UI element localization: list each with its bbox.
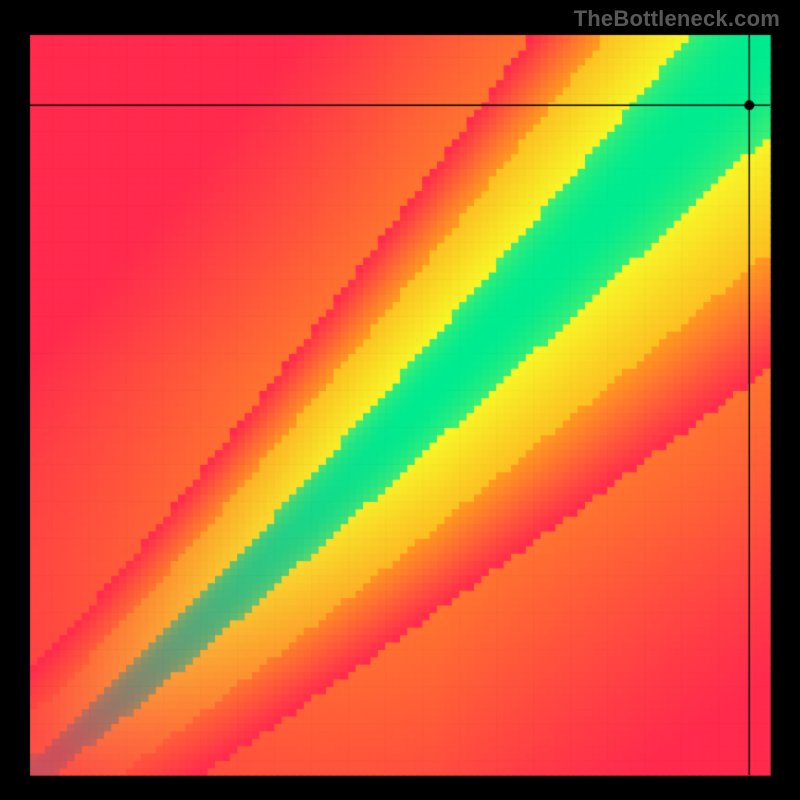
- watermark-text: TheBottleneck.com: [574, 6, 780, 32]
- chart-container: { "watermark": { "text": "TheBottleneck.…: [0, 0, 800, 800]
- bottleneck-heatmap: [0, 0, 800, 800]
